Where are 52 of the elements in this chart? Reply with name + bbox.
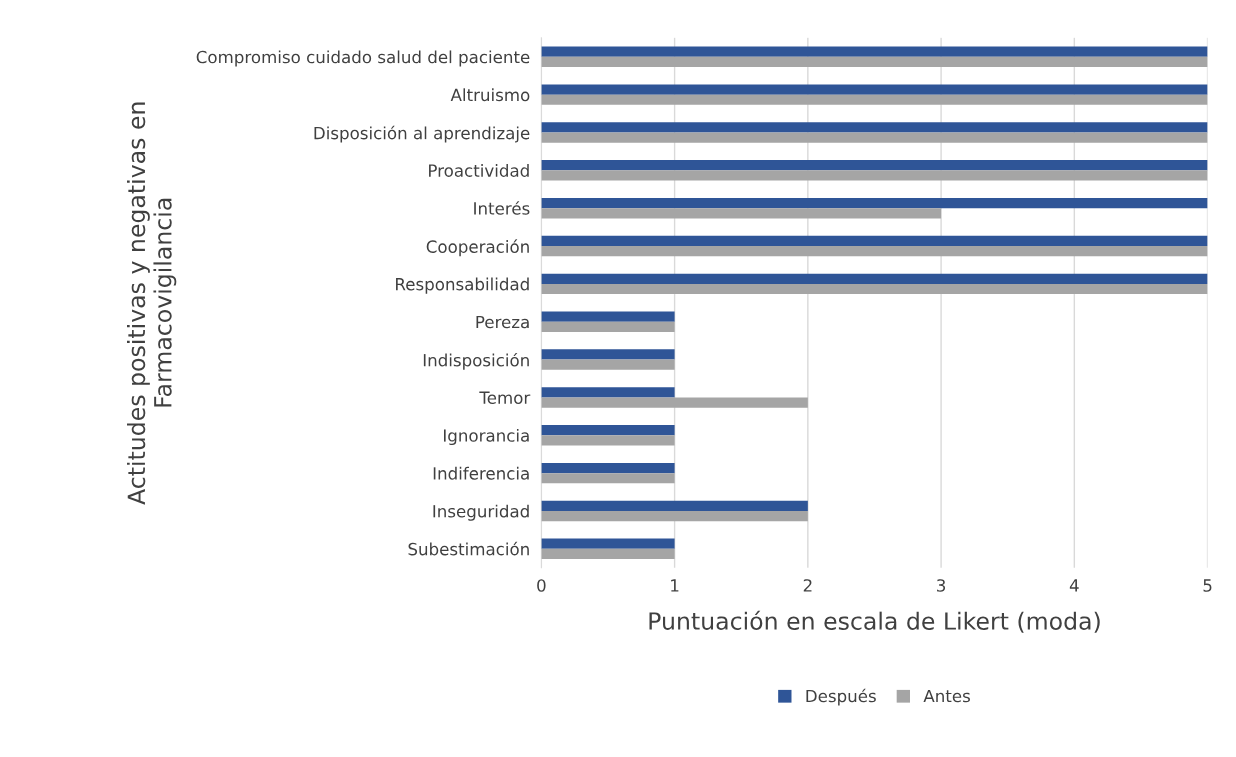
bar: [541, 208, 942, 219]
legend-label: Después: [806, 688, 876, 706]
y-axis-title: Actitudes positivas y negativas en Farmacovigilancia: [127, 102, 177, 505]
bar: [541, 311, 675, 322]
x-tick-label: 0: [537, 579, 546, 592]
y-tick-label: Interés: [474, 201, 530, 215]
bar: [541, 425, 675, 436]
bar: [541, 397, 808, 408]
bar: [541, 473, 675, 484]
bar: [541, 359, 675, 370]
bar: [541, 46, 1208, 57]
bar: [541, 435, 675, 446]
bar: [541, 94, 1208, 105]
bar: [541, 500, 808, 511]
legend-label: Antes: [923, 689, 970, 703]
bar: [541, 321, 675, 332]
bar: [541, 462, 675, 474]
bar: [541, 235, 1208, 247]
x-tick-label: 3: [937, 579, 946, 592]
x-tick-label: 4: [1069, 579, 1079, 592]
x-tick-label: 2: [803, 579, 812, 592]
bar: [541, 510, 808, 522]
bar: [541, 122, 1208, 133]
bar: [541, 246, 1208, 257]
y-tick-label: Indisposición: [423, 352, 529, 370]
bar: [541, 387, 675, 398]
bar: [541, 283, 1208, 295]
bar: [541, 160, 1208, 171]
x-tick-label: 5: [1203, 579, 1212, 592]
bar: [541, 84, 1208, 95]
y-tick-label: Proactividad: [429, 163, 529, 177]
y-tick-label: Disposición al aprendizaje: [314, 125, 530, 143]
y-tick-label: Temor: [479, 391, 531, 404]
y-tick-label: Altruismo: [450, 88, 530, 102]
bar: [541, 548, 675, 560]
bar: [541, 538, 675, 549]
x-axis-title: Puntuación en escala de Likert (moda): [649, 610, 1100, 633]
bar: [541, 132, 1208, 143]
y-tick-label: Cooperación: [426, 239, 529, 257]
y-tick-label: Compromiso cuidado salud del paciente: [196, 50, 530, 67]
y-tick-label: Subestimación: [408, 541, 529, 556]
y-tick-label: Responsabilidad: [396, 277, 529, 294]
y-tick-label: Indiferencia: [433, 466, 529, 480]
bar: [541, 170, 1208, 181]
x-tick-label: 1: [671, 579, 679, 592]
bar: [541, 56, 1208, 67]
bar: [541, 349, 675, 360]
bar: [541, 273, 1208, 284]
y-tick-label: Ignorancia: [444, 428, 529, 446]
y-tick-label: Inseguridad: [433, 504, 529, 521]
y-tick-label: Pereza: [476, 315, 529, 329]
bar: [541, 197, 1208, 209]
